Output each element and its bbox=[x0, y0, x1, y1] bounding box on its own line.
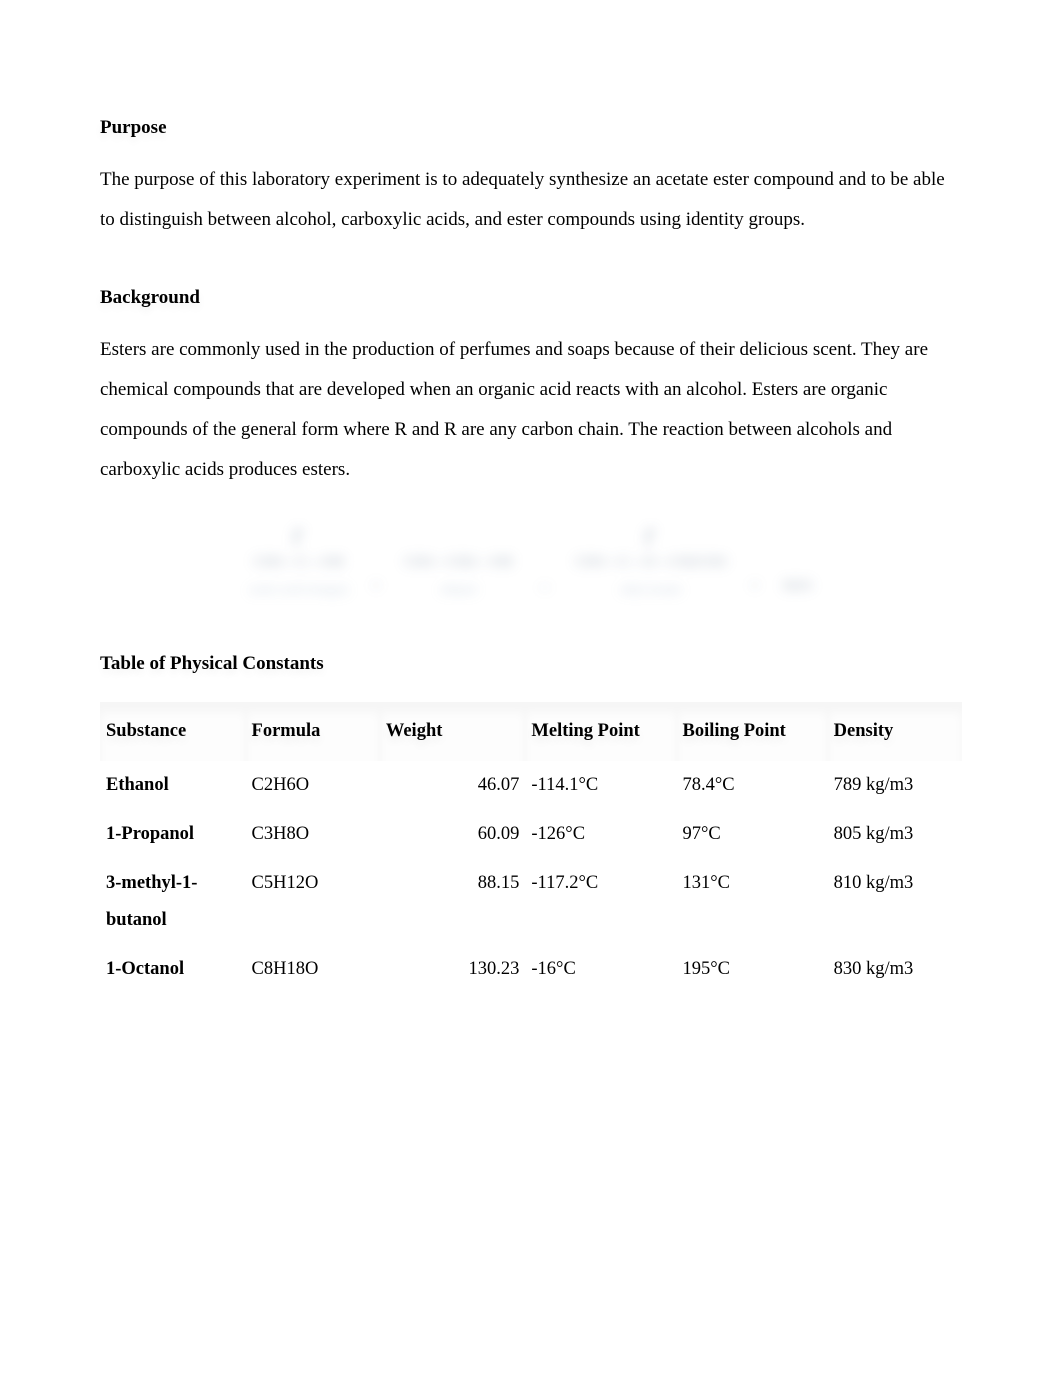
background-paragraph: Esters are commonly used in the producti… bbox=[100, 330, 962, 490]
col-header-density: Density bbox=[828, 702, 962, 761]
cell-substance: 3-methyl-1-butanol bbox=[100, 859, 246, 945]
physical-constants-table: Substance Formula Weight Melting Point B… bbox=[100, 702, 962, 994]
table-row: 1-Octanol C8H18O 130.23 -16°C 195°C 830 … bbox=[100, 945, 962, 994]
col-header-formula: Formula bbox=[246, 702, 380, 761]
col-header-weight: Weight bbox=[380, 702, 526, 761]
purpose-heading: Purpose bbox=[100, 110, 962, 146]
background-heading: Background bbox=[100, 280, 962, 316]
cell-boiling: 97°C bbox=[677, 810, 828, 859]
carbonyl-bond-icon bbox=[647, 530, 655, 546]
cell-density: 830 kg/m3 bbox=[828, 945, 962, 994]
table-row: 3-methyl-1-butanol C5H12O 88.15 -117.2°C… bbox=[100, 859, 962, 945]
plus-symbol: + bbox=[744, 572, 764, 601]
product2-formula: H2O bbox=[783, 572, 812, 601]
cell-melting: -126°C bbox=[525, 810, 676, 859]
reactant1-label: acetic acid (vinegar) bbox=[250, 578, 348, 601]
cell-boiling: 195°C bbox=[677, 945, 828, 994]
cell-substance: 1-Octanol bbox=[100, 945, 246, 994]
product1-label: ethyl acetate bbox=[621, 578, 681, 601]
cell-melting: -117.2°C bbox=[525, 859, 676, 945]
cell-weight: 46.07 bbox=[380, 761, 526, 810]
col-header-boiling: Boiling Point bbox=[677, 702, 828, 761]
physical-constants-heading: Table of Physical Constants bbox=[100, 646, 962, 682]
reactant2-formula: CH3—CH2—OH bbox=[404, 548, 512, 577]
cell-density: 810 kg/m3 bbox=[828, 859, 962, 945]
cell-substance: 1-Propanol bbox=[100, 810, 246, 859]
table-row: Ethanol C2H6O 46.07 -114.1°C 78.4°C 789 … bbox=[100, 761, 962, 810]
cell-melting: -114.1°C bbox=[525, 761, 676, 810]
table-header-row: Substance Formula Weight Melting Point B… bbox=[100, 702, 962, 761]
cell-weight: 60.09 bbox=[380, 810, 526, 859]
plus-symbol: + bbox=[366, 572, 386, 601]
cell-boiling: 78.4°C bbox=[677, 761, 828, 810]
cell-density: 789 kg/m3 bbox=[828, 761, 962, 810]
reactant1-formula: CH3—C—OH bbox=[254, 548, 344, 577]
cell-weight: 130.23 bbox=[380, 945, 526, 994]
cell-formula: C8H18O bbox=[246, 945, 380, 994]
cell-formula: C5H12O bbox=[246, 859, 380, 945]
product1-formula: CH3—C—O—CH2CH3 bbox=[576, 548, 727, 577]
col-header-melting: Melting Point bbox=[525, 702, 676, 761]
cell-density: 805 kg/m3 bbox=[828, 810, 962, 859]
table-row: 1-Propanol C3H8O 60.09 -126°C 97°C 805 k… bbox=[100, 810, 962, 859]
cell-weight: 88.15 bbox=[380, 859, 526, 945]
reactant2-label: ethanol bbox=[441, 578, 476, 601]
cell-substance: Ethanol bbox=[100, 761, 246, 810]
purpose-paragraph: The purpose of this laboratory experimen… bbox=[100, 160, 962, 240]
col-header-substance: Substance bbox=[100, 702, 246, 761]
cell-formula: C2H6O bbox=[246, 761, 380, 810]
carbonyl-bond-icon bbox=[295, 530, 303, 546]
cell-boiling: 131°C bbox=[677, 859, 828, 945]
cell-melting: -16°C bbox=[525, 945, 676, 994]
reaction-arrow-icon: → bbox=[531, 572, 558, 601]
esterification-reaction-diagram: CH3—C—OH acetic acid (vinegar) + CH3—CH2… bbox=[100, 530, 962, 601]
cell-formula: C3H8O bbox=[246, 810, 380, 859]
